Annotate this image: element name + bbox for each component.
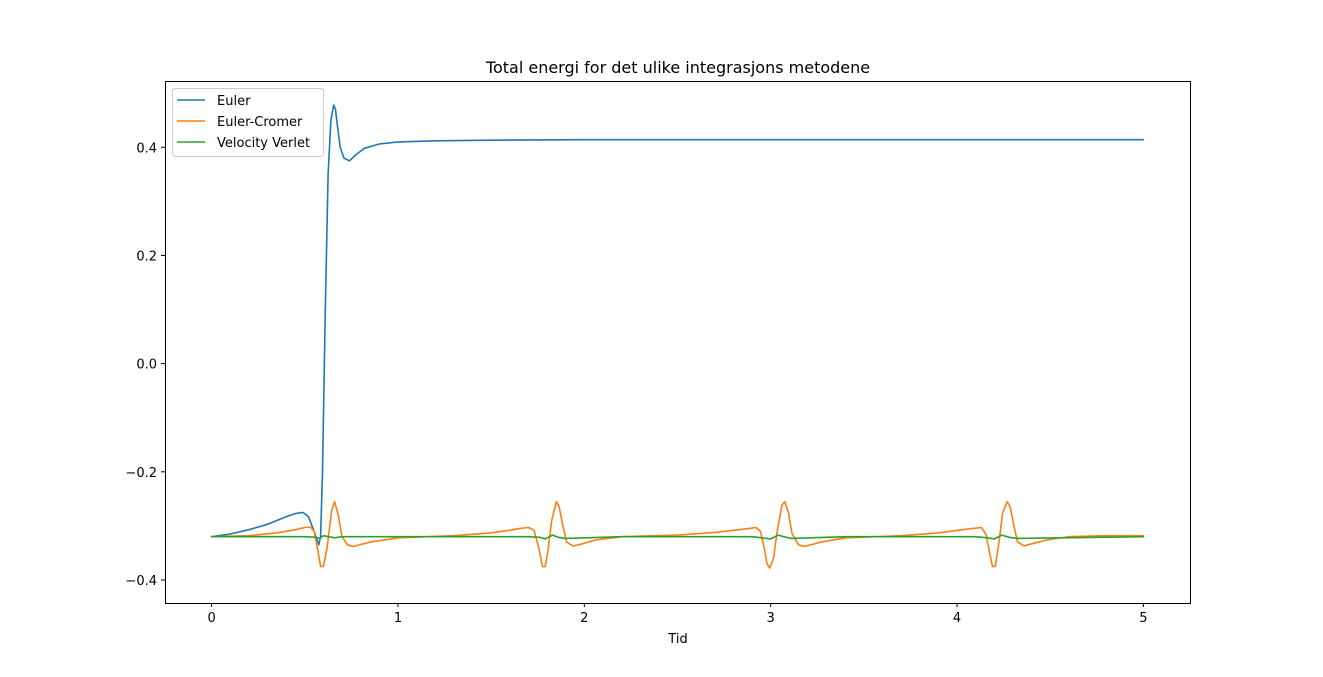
y-tick-label: 0.2 — [136, 249, 157, 264]
chart-title: Total energi for det ulike integrasjons … — [485, 58, 870, 77]
x-tick-label: 2 — [580, 611, 588, 626]
plot-frame — [165, 81, 1191, 604]
y-tick-label: −0.4 — [125, 574, 157, 589]
x-tick-label: 1 — [394, 611, 402, 626]
series-layer — [210, 104, 1145, 569]
x-axis-label: Tid — [667, 632, 687, 647]
y-tick-label: 0.4 — [136, 141, 157, 156]
legend-entry-label: Euler — [217, 94, 251, 109]
legend-entry-label: Velocity Verlet — [217, 136, 310, 151]
legend-frame — [172, 88, 324, 157]
series-line-velocity-verlet — [210, 534, 1145, 540]
x-tick-label: 0 — [207, 611, 215, 626]
y-tick-label: −0.2 — [125, 466, 157, 481]
x-tick-label: 3 — [767, 611, 775, 626]
legend: Euler Euler-Cromer Velocity Verlet — [172, 88, 324, 157]
series-line-euler — [210, 104, 1145, 546]
x-tick-label: 4 — [953, 611, 961, 626]
ticks-layer: 0 1 2 3 4 5 −0.4 −0.2 0.0 0.2 0.4 — [125, 141, 1147, 626]
y-tick-label: 0.0 — [136, 358, 157, 373]
legend-entry-label: Euler-Cromer — [217, 115, 303, 130]
series-line-euler-cromer — [210, 500, 1145, 569]
x-tick-label: 5 — [1139, 611, 1147, 626]
